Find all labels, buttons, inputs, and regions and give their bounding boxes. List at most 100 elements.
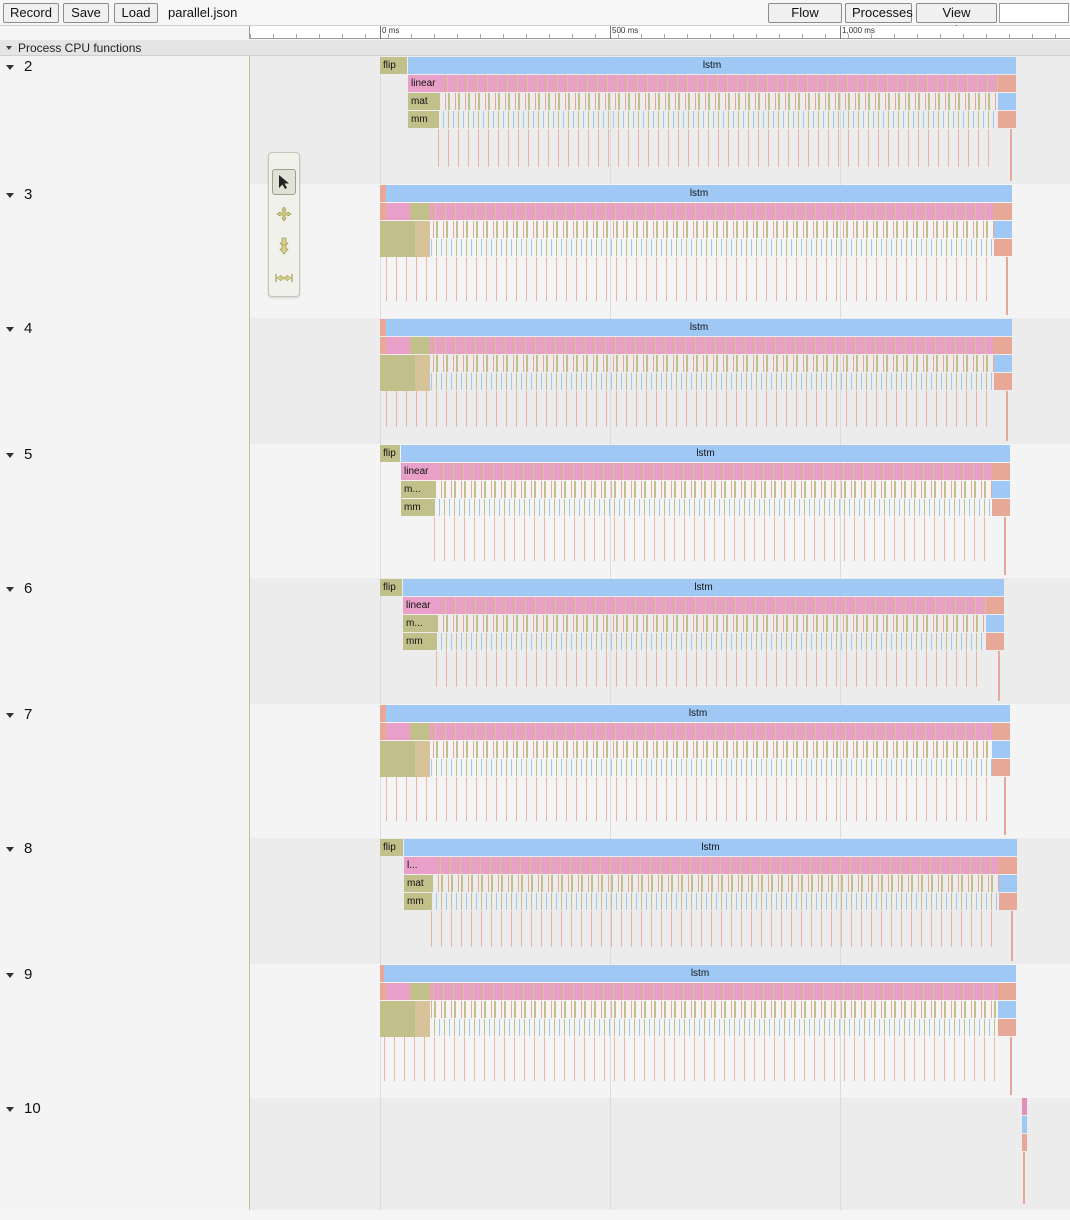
tail-block[interactable] — [1022, 1098, 1027, 1115]
lead-block[interactable] — [380, 741, 430, 777]
slice-l[interactable]: l... — [404, 857, 431, 874]
mat-calls-strip[interactable] — [386, 355, 994, 372]
slice-linear[interactable]: linear — [408, 75, 438, 92]
save-button[interactable]: Save — [63, 3, 109, 23]
search-input[interactable] — [999, 3, 1069, 23]
selection-tool-button[interactable] — [272, 169, 296, 195]
slice-lstm[interactable]: lstm — [386, 185, 1012, 202]
flow-events-button[interactable]: Flow events — [768, 3, 842, 38]
tail-block[interactable] — [999, 893, 1017, 910]
lead-block[interactable] — [380, 337, 430, 354]
slice-lstm[interactable]: lstm — [408, 57, 1016, 74]
lead-block[interactable] — [380, 1001, 430, 1037]
deep-calls-strip[interactable] — [436, 651, 986, 687]
mat-calls-strip[interactable] — [386, 221, 994, 238]
lead-block[interactable] — [380, 983, 430, 1000]
tail-block[interactable] — [998, 1001, 1016, 1018]
deep-calls-strip[interactable] — [386, 257, 994, 301]
linear-calls-strip[interactable] — [434, 463, 992, 480]
lead-block[interactable] — [380, 203, 430, 220]
slice-flip[interactable]: flip — [380, 57, 407, 74]
load-button[interactable]: Load — [114, 3, 158, 23]
tail-needle[interactable] — [1011, 911, 1013, 961]
slice-linear[interactable]: linear — [403, 597, 436, 614]
mat-calls-strip[interactable] — [431, 875, 999, 892]
mat-calls-strip[interactable] — [384, 1001, 998, 1018]
collapse-triangle-icon[interactable] — [6, 46, 12, 50]
lead-block[interactable] — [380, 355, 430, 391]
mm-calls-strip[interactable] — [386, 373, 994, 390]
tail-block[interactable] — [992, 499, 1010, 516]
tail-block[interactable] — [992, 463, 1010, 480]
mm-calls-strip[interactable] — [434, 499, 992, 516]
slice-m[interactable]: m... — [401, 481, 434, 498]
tail-block[interactable] — [999, 857, 1017, 874]
slice-mm[interactable]: mm — [404, 893, 431, 910]
zoom-tool-button[interactable] — [272, 233, 296, 259]
linear-calls-strip[interactable] — [384, 983, 998, 1000]
tail-needle[interactable] — [1004, 517, 1006, 575]
view-options-button[interactable]: View Options — [916, 3, 997, 38]
deep-calls-strip[interactable] — [386, 777, 992, 821]
slice-lstm[interactable]: lstm — [403, 579, 1004, 596]
slice-mat[interactable]: mat — [408, 93, 438, 110]
tail-block[interactable] — [994, 221, 1012, 238]
lead-block[interactable] — [380, 965, 384, 982]
collapse-triangle-icon[interactable] — [6, 713, 14, 718]
deep-calls-strip[interactable] — [434, 517, 992, 561]
tail-block[interactable] — [998, 983, 1016, 1000]
tail-block[interactable] — [986, 633, 1004, 650]
slice-flip[interactable]: flip — [380, 579, 402, 596]
deep-calls-strip[interactable] — [431, 911, 999, 947]
mat-calls-strip[interactable] — [436, 615, 986, 632]
deep-calls-strip[interactable] — [384, 1037, 998, 1081]
collapse-triangle-icon[interactable] — [6, 453, 14, 458]
mm-calls-strip[interactable] — [386, 759, 992, 776]
tail-block[interactable] — [998, 1019, 1016, 1036]
processes-button[interactable]: Processes — [845, 3, 913, 23]
tail-block[interactable] — [994, 373, 1012, 390]
lead-block[interactable] — [380, 319, 386, 336]
mm-calls-strip[interactable] — [386, 239, 994, 256]
tail-block[interactable] — [1022, 1116, 1027, 1133]
tail-needle[interactable] — [1006, 257, 1008, 315]
mat-calls-strip[interactable] — [438, 93, 998, 110]
linear-calls-strip[interactable] — [386, 723, 992, 740]
slice-lstm[interactable]: lstm — [384, 965, 1016, 982]
lead-block[interactable] — [380, 221, 430, 257]
tail-block[interactable] — [994, 337, 1012, 354]
mm-calls-strip[interactable] — [384, 1019, 998, 1036]
tail-block[interactable] — [986, 597, 1004, 614]
linear-calls-strip[interactable] — [431, 857, 999, 874]
thread-track[interactable] — [250, 1098, 1070, 1210]
collapse-triangle-icon[interactable] — [6, 193, 14, 198]
linear-calls-strip[interactable] — [438, 75, 998, 92]
slice-mm[interactable]: mm — [403, 633, 436, 650]
tail-needle[interactable] — [1004, 777, 1006, 835]
tail-block[interactable] — [998, 93, 1016, 110]
record-button[interactable]: Record — [3, 3, 59, 23]
slice-lstm[interactable]: lstm — [386, 319, 1012, 336]
linear-calls-strip[interactable] — [386, 203, 994, 220]
slice-mm[interactable]: mm — [401, 499, 434, 516]
slice-mm[interactable]: mm — [408, 111, 438, 128]
slice-lstm[interactable]: lstm — [401, 445, 1010, 462]
linear-calls-strip[interactable] — [386, 337, 994, 354]
mat-calls-strip[interactable] — [434, 481, 992, 498]
slice-mat[interactable]: mat — [404, 875, 431, 892]
collapse-triangle-icon[interactable] — [6, 1107, 14, 1112]
collapse-triangle-icon[interactable] — [6, 847, 14, 852]
deep-calls-strip[interactable] — [438, 129, 998, 167]
tail-block[interactable] — [998, 111, 1016, 128]
linear-calls-strip[interactable] — [436, 597, 986, 614]
collapse-triangle-icon[interactable] — [6, 65, 14, 70]
tail-needle[interactable] — [1010, 129, 1012, 181]
tail-block[interactable] — [992, 723, 1010, 740]
tail-block[interactable] — [992, 759, 1010, 776]
tail-block[interactable] — [1022, 1134, 1027, 1151]
tail-block[interactable] — [994, 355, 1012, 372]
tail-needle[interactable] — [1023, 1152, 1025, 1204]
collapse-triangle-icon[interactable] — [6, 973, 14, 978]
lead-block[interactable] — [380, 185, 386, 202]
lead-block[interactable] — [380, 723, 430, 740]
